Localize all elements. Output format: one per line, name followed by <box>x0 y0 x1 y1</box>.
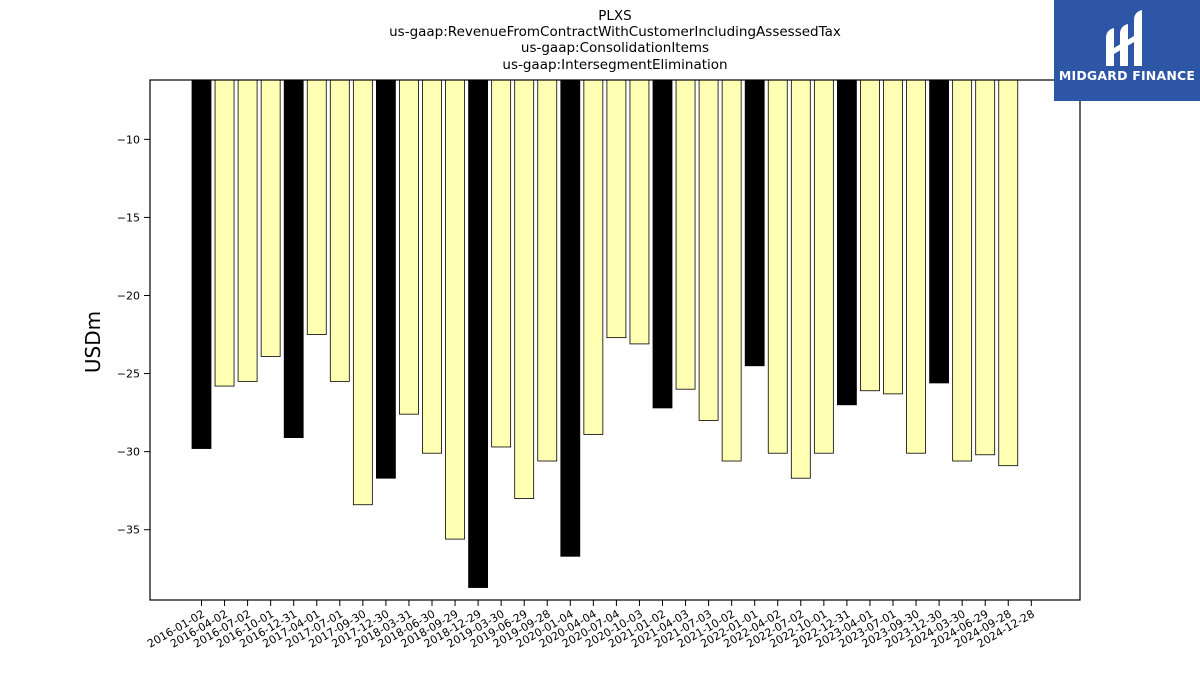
bar-2016-01-02 <box>191 79 212 449</box>
bar-2020-10-03 <box>629 79 650 345</box>
bar-2021-04-03 <box>675 79 696 390</box>
y-tick-label: −30 <box>117 446 140 459</box>
bar-2016-04-02 <box>214 79 235 387</box>
bar-2019-06-29 <box>514 79 535 499</box>
bar-2022-10-01 <box>813 79 834 454</box>
bar-2016-07-02 <box>237 79 258 382</box>
bar-2020-04-04 <box>583 79 604 435</box>
bar-2017-07-01 <box>329 79 350 382</box>
chart-title-line: PLXS <box>598 8 631 24</box>
y-tick-label: −20 <box>117 289 140 302</box>
bar-2024-06-29 <box>975 79 996 456</box>
y-axis-label: USDm <box>81 311 105 373</box>
y-tick-label: −10 <box>117 133 140 146</box>
y-tick-label: −25 <box>117 368 140 381</box>
y-tick-label: −15 <box>117 211 140 224</box>
bar-2016-10-01 <box>260 79 281 357</box>
bar-2018-12-29 <box>468 79 489 588</box>
logo-text: MIDGARD FINANCE <box>1058 68 1196 83</box>
logo-mark-icon <box>1106 10 1142 66</box>
bar-2024-03-30 <box>952 79 973 462</box>
bar-2023-04-01 <box>860 79 880 392</box>
bar-2020-07-04 <box>606 79 627 339</box>
x-axis-ticks: 2016-01-022016-04-022016-07-022016-10-01… <box>145 600 1037 651</box>
chart-title-line: us-gaap:RevenueFromContractWithCustomerI… <box>389 24 841 40</box>
bar-2022-04-02 <box>767 79 788 454</box>
bar-2018-06-30 <box>422 79 442 454</box>
bar-2022-07-02 <box>790 79 811 479</box>
bar-2017-04-01 <box>306 79 327 335</box>
bar-2024-09-28 <box>998 79 1019 467</box>
bar-2023-12-30 <box>929 79 949 384</box>
bar-2023-07-01 <box>883 79 903 395</box>
bar-2018-09-29 <box>445 79 465 540</box>
bar-2017-12-30 <box>375 79 396 479</box>
bar-2021-10-02 <box>721 79 742 462</box>
chart-title-line: us-gaap:ConsolidationItems <box>521 40 709 56</box>
y-tick-label: −35 <box>117 524 140 537</box>
bars-layer <box>191 79 1019 588</box>
midgard-finance-logo: MIDGARD FINANCE <box>1054 0 1200 101</box>
bar-2018-03-31 <box>399 79 419 415</box>
bar-2016-12-31 <box>283 79 304 439</box>
chart-title-line: us-gaap:IntersegmentElimination <box>502 57 727 73</box>
chart-title: PLXS us-gaap:RevenueFromContractWithCust… <box>389 8 841 73</box>
plot-frame <box>149 79 1081 601</box>
bar-2021-07-03 <box>698 79 719 421</box>
bar-2020-01-04 <box>560 79 581 557</box>
bar-2019-03-30 <box>491 79 512 448</box>
bar-2021-01-02 <box>652 79 673 409</box>
bar-2023-09-30 <box>906 79 926 454</box>
bar-2022-12-31 <box>837 79 857 406</box>
bar-2022-01-01 <box>744 79 765 367</box>
bar-2017-09-30 <box>352 79 373 506</box>
bar-2019-09-28 <box>537 79 558 462</box>
y-axis-ticks: −10 −15 −20 −25 −30 −35 <box>117 133 150 537</box>
